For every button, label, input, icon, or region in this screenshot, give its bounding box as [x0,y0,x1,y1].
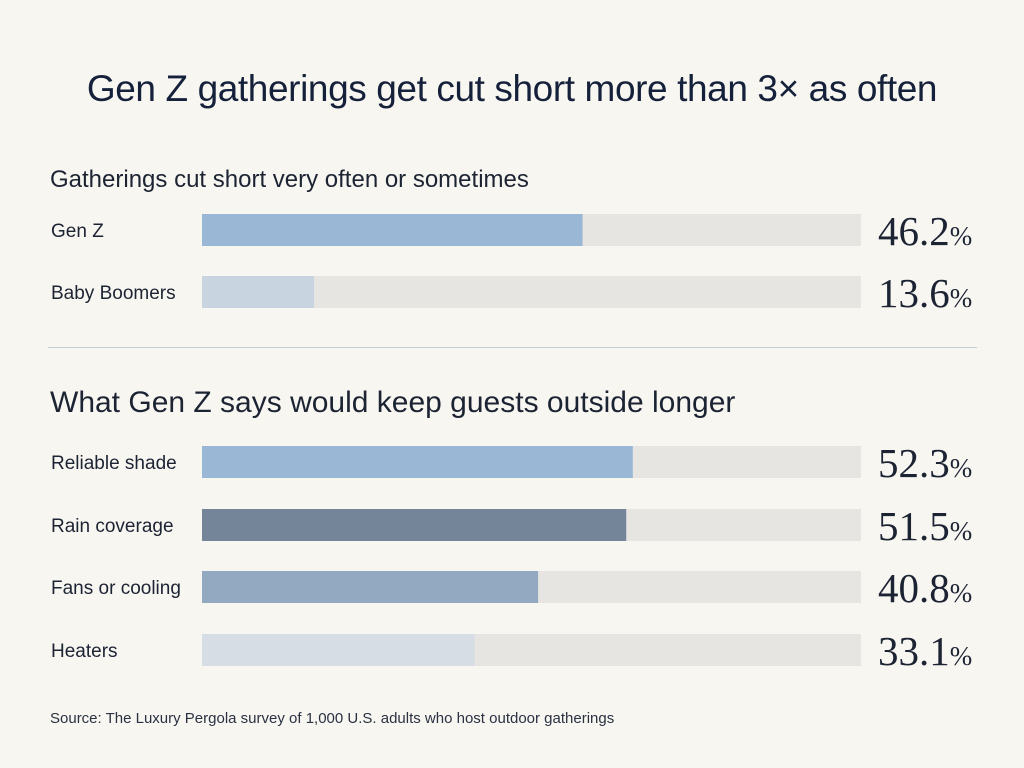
value-label-baby-boomers: 13.6% [878,270,972,316]
category-label-baby-boomers: Baby Boomers [51,283,176,304]
value-number: 33.1 [878,628,950,674]
value-unit: % [950,221,973,251]
value-unit: % [950,283,973,313]
value-label-reliable-shade: 52.3% [878,440,972,486]
value-unit: % [950,578,973,608]
value-label-fans-or-cooling: 40.8% [878,565,972,611]
section-title-cut-short: Gatherings cut short very often or somet… [50,166,529,193]
value-label-rain-coverage: 51.5% [878,503,972,549]
bar-fans-or-cooling [202,571,539,603]
category-label-rain-coverage: Rain coverage [51,516,174,537]
value-number: 46.2 [878,208,950,254]
value-number: 51.5 [878,503,950,549]
section-divider [48,347,977,348]
value-number: 52.3 [878,440,950,486]
section-title-keep-guests: What Gen Z says would keep guests outsid… [50,386,736,419]
value-number: 40.8 [878,565,950,611]
bar-heaters [202,634,475,666]
category-label-fans-or-cooling: Fans or cooling [51,578,181,599]
category-label-gen-z: Gen Z [51,221,104,242]
bar-reliable-shade [202,446,633,478]
bar-rain-coverage [202,509,627,541]
bar-gen-z [202,214,583,246]
value-unit: % [950,641,973,671]
value-unit: % [950,453,973,483]
value-unit: % [950,516,973,546]
chart-title: Gen Z gatherings get cut short more than… [86,68,938,109]
value-number: 13.6 [878,270,950,316]
value-label-heaters: 33.1% [878,628,972,674]
category-label-heaters: Heaters [51,641,118,662]
source-note: Source: The Luxury Pergola survey of 1,0… [50,710,615,727]
category-label-reliable-shade: Reliable shade [51,453,177,474]
value-label-gen-z: 46.2% [878,208,972,254]
bar-baby-boomers [202,276,315,308]
